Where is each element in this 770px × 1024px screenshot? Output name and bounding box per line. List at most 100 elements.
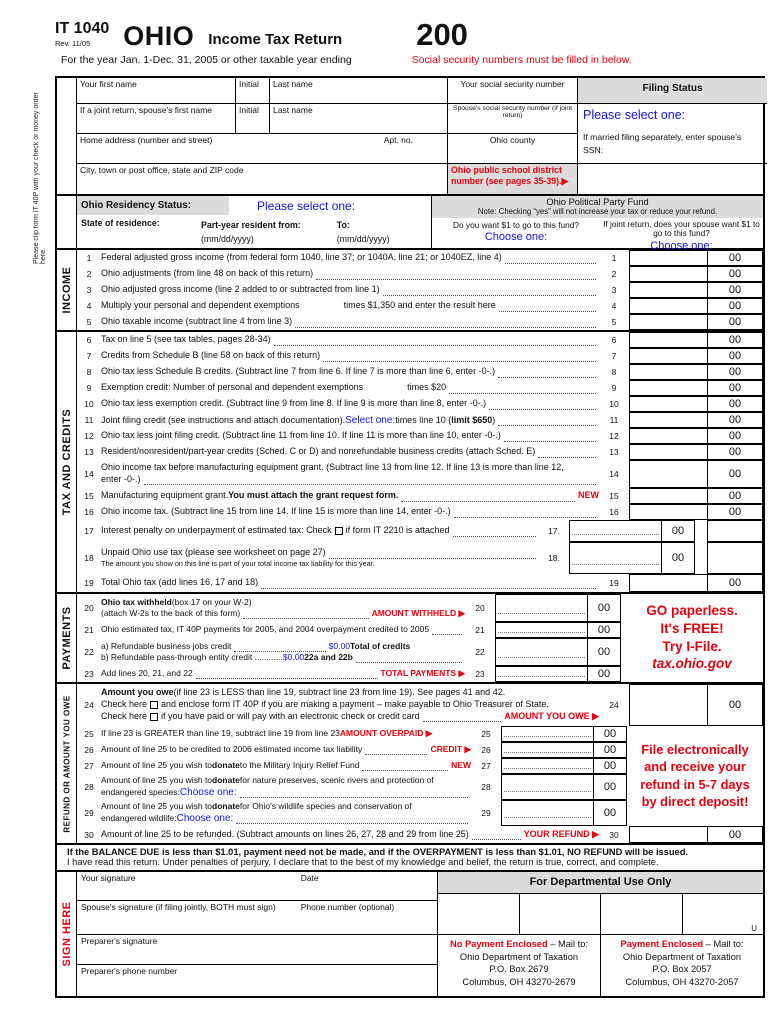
amount-entry-area[interactable] [502, 759, 593, 773]
line-3-amount-field[interactable] [629, 282, 707, 298]
spouse-signature-field[interactable]: Spouse's signature (if filing jointly, B… [81, 902, 276, 912]
line-21-amount-field[interactable]: 00 [495, 622, 621, 638]
select-one-dropdown[interactable]: Select one: [345, 414, 396, 426]
amount-entry-area[interactable] [496, 667, 587, 681]
last-name-field[interactable]: Last name [269, 78, 447, 103]
line-7-amount-field[interactable] [629, 348, 707, 364]
spouse-ssn-entry-field[interactable] [577, 163, 767, 194]
form-line-20: 20 Ohio tax withheld (box 17 on your W-2)… [77, 594, 621, 622]
mail-no-payment-box: No Payment Enclosed – Mail to: Ohio Depa… [450, 939, 588, 987]
home-address-field[interactable]: Home address (number and street) Apt. no. [77, 133, 447, 163]
first-name-field[interactable]: Your first name [80, 79, 137, 89]
name-address-section: Your first name Initial Last name Your s… [57, 78, 767, 194]
amount-entry-area[interactable] [502, 801, 593, 825]
dotted-leader [195, 674, 378, 680]
form-body: Your first name Initial Last name Your s… [55, 76, 767, 998]
line-16-amount-field[interactable] [629, 504, 707, 520]
form-revision: Rev. 11/05 [55, 39, 91, 48]
line-9-amount-field[interactable] [629, 380, 707, 396]
line-23-amount-field[interactable]: 00 [495, 666, 621, 682]
spouse-first-name-field[interactable]: If a joint return, spouse's first name [77, 103, 235, 133]
form-line-3: 3 Ohio adjusted gross income (line 2 adde… [77, 282, 763, 298]
residency-select-prompt[interactable]: Please select one: [257, 198, 356, 213]
partyear-from-label[interactable]: Part-year resident from: [201, 220, 301, 230]
phone-number-field[interactable]: Phone number (optional) [300, 902, 395, 912]
line-12-amount-field[interactable] [629, 428, 707, 444]
line-text: NEW [451, 760, 471, 771]
line-text: Ohio income tax. (Subtract line 15 from … [101, 506, 451, 517]
party-fund-choose-spouse[interactable]: Choose one: [650, 239, 713, 252]
filing-status-prompt[interactable]: Please select one: [583, 108, 686, 122]
amount-entry-area[interactable] [502, 775, 593, 799]
date-field[interactable]: Date [300, 873, 319, 883]
amount-entry-area[interactable] [502, 727, 593, 741]
party-fund-question-spouse: If joint return, does your spouse want $… [600, 218, 763, 253]
spouse-initial-field[interactable]: Initial [235, 103, 269, 133]
line-text: if you have paid or will pay with an ele… [161, 710, 420, 721]
line-text-block: Federal adjusted gross income (from fede… [101, 252, 599, 264]
line-number-left: 1 [86, 253, 92, 263]
your-signature-field[interactable]: Your signature [81, 873, 136, 883]
line-number-right: 11 [609, 415, 619, 425]
state-of-residence-label[interactable]: State of residence: [81, 218, 160, 228]
initial-field[interactable]: Initial [235, 78, 269, 103]
ohio-county-field[interactable]: Ohio county [447, 133, 577, 163]
line-6-amount-field[interactable] [629, 332, 707, 348]
amount-entry-area[interactable] [502, 743, 593, 757]
line-18-amount-field[interactable]: 00 [569, 542, 695, 574]
line-19-amount-field[interactable] [629, 574, 707, 592]
line-11-amount-field[interactable] [629, 412, 707, 428]
line-text-block: Amount of line 25 you wish to donate to … [101, 760, 471, 772]
amount-entry-area[interactable] [570, 521, 661, 541]
departmental-boxes: U [438, 894, 763, 934]
line-30-amount-field[interactable] [629, 826, 707, 843]
line-1-amount-field[interactable] [629, 250, 707, 266]
school-district-field[interactable]: Ohio public school district number (see … [447, 163, 577, 194]
line-text: if form IT 2210 is attached [345, 525, 450, 536]
line-24-amount-field[interactable] [629, 684, 707, 726]
amount-entry-area[interactable] [496, 639, 587, 665]
line-29-amount-field[interactable]: 00 [501, 800, 627, 826]
city-state-zip-field[interactable]: City, town or post office, state and ZIP… [77, 163, 447, 194]
line-27-amount-field[interactable]: 00 [501, 758, 627, 774]
line-8-amount-field[interactable] [629, 364, 707, 380]
amount-entry-area[interactable] [496, 623, 587, 637]
line-number-right: 18. [548, 553, 560, 563]
line-4-amount-field[interactable] [629, 298, 707, 314]
preparer-signature-field[interactable]: Preparer's signature [81, 936, 158, 946]
line-number-right: 22 [475, 647, 485, 657]
line-17-amount-field[interactable]: 00 [569, 520, 695, 542]
amount-entry-area[interactable] [570, 543, 661, 573]
dotted-leader [489, 405, 596, 410]
checkbox[interactable] [150, 701, 159, 709]
party-fund-choose-self[interactable]: Choose one: [484, 231, 548, 243]
line-2-amount-field[interactable] [629, 266, 707, 282]
select-one-dropdown[interactable]: Choose one: [179, 787, 237, 799]
perjury-statement: I have read this return. Under penalties… [67, 857, 659, 867]
line-20-amount-field[interactable]: 00 [495, 594, 621, 622]
line-5-amount-field[interactable] [629, 314, 707, 330]
checkbox[interactable] [150, 712, 159, 721]
select-one-dropdown[interactable]: Choose one: [176, 813, 234, 825]
spouse-ssn-field[interactable]: Spouse's social security number (if join… [447, 103, 577, 133]
line-28-amount-field[interactable]: 00 [501, 774, 627, 800]
line-text: Ohio adjustments (from line 48 on back o… [101, 268, 314, 279]
tax-ohio-gov-link[interactable]: tax.ohio.gov [652, 656, 732, 672]
apt-no-field[interactable]: Apt. no. [383, 135, 413, 145]
line-14-amount-field[interactable] [629, 460, 707, 488]
line-13-amount-field[interactable] [629, 444, 707, 460]
your-ssn-field[interactable]: Your social security number [447, 78, 577, 103]
line-15-amount-field[interactable] [629, 488, 707, 504]
line-number-right: 9 [611, 383, 617, 393]
preparer-phone-field[interactable]: Preparer's phone number [81, 966, 178, 976]
partyear-to-label[interactable]: To: [336, 220, 350, 230]
line-22-amount-field[interactable]: 00 [495, 638, 621, 666]
line-10-amount-field[interactable] [629, 396, 707, 412]
line-25-amount-field[interactable]: 00 [501, 726, 627, 742]
line-26-amount-field[interactable]: 00 [501, 742, 627, 758]
amount-entry-area[interactable] [496, 595, 587, 621]
checkbox[interactable] [334, 527, 343, 535]
dept-box [600, 894, 682, 934]
line-text: donate [212, 760, 240, 771]
spouse-last-name-field[interactable]: Last name [269, 103, 447, 133]
